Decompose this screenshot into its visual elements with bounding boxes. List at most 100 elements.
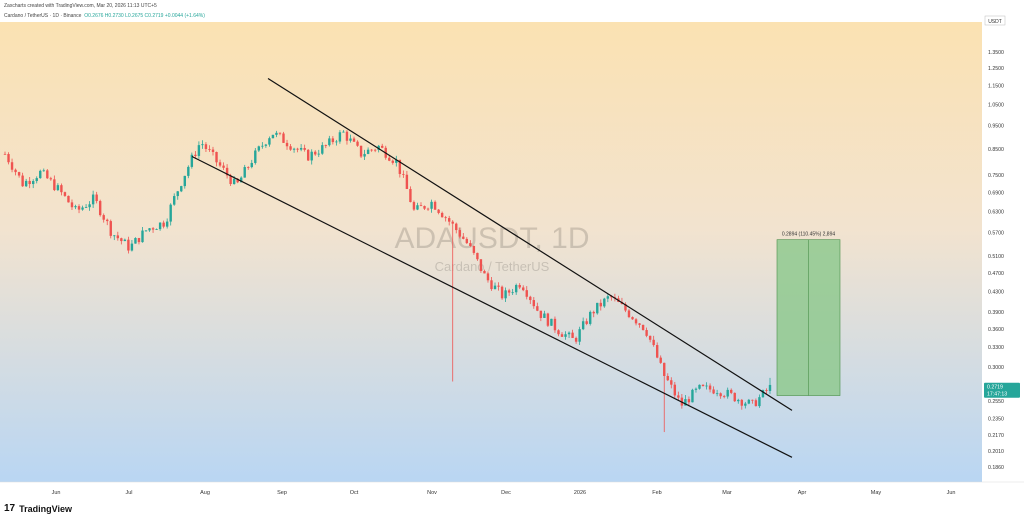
y-tick-label: 0.9500 [988,124,1004,130]
y-tick-label: 0.3600 [988,327,1004,333]
candle-body [91,194,95,205]
candle-body [409,188,412,203]
candle-body [282,133,285,143]
candle-body [328,138,331,146]
candle-body [232,178,236,185]
candle-body [201,144,204,146]
candle-body [144,230,148,232]
candle-body [469,243,472,246]
candle-body [546,313,550,326]
candle-body [652,339,655,346]
candle-body [451,221,454,224]
candle-body [391,160,394,163]
x-tick-label: Jul [125,490,132,496]
candle-body [303,147,306,150]
candle-body [462,236,465,239]
candle-body [285,142,289,147]
candle-body [715,393,719,395]
candle-body [733,392,736,402]
candle-body [243,167,246,178]
candle-body [437,209,440,213]
candle-body [197,145,201,156]
candle-body [338,132,342,142]
candle-body [173,196,176,205]
candle-body [254,150,257,163]
candle-body [134,238,137,244]
candle-body [740,399,743,406]
watermark-subtitle: Cardano / TetherUS [435,259,550,274]
candle-body [77,206,81,210]
candle-body [585,321,588,324]
candle-body [476,252,479,260]
y-tick-label: 1.1500 [988,84,1004,90]
candle-body [187,166,190,176]
candle-body [236,178,239,183]
y-tick-label: 0.3300 [988,345,1004,351]
y-tick-label: 0.4300 [988,290,1004,296]
candle-body [42,170,45,172]
candle-body [120,238,123,242]
candle-body [215,151,218,163]
last-price-value: 0.2719 [987,385,1003,391]
candle-body [17,172,21,176]
x-tick-label: Jun [52,490,61,496]
candle-body [106,219,109,222]
candle-body [342,131,345,133]
candle-body [659,357,662,363]
candle-body [599,302,602,307]
candle-body [447,218,451,222]
candle-body [211,149,215,152]
candle-body [289,146,292,150]
candle-body [730,389,733,393]
candle-body [116,235,120,239]
candle-body [7,154,10,163]
price-chart[interactable]: USDT ADAUSDT, 1D Cardano / TetherUS 1.35… [0,0,1024,500]
candle-body [486,273,490,281]
y-tick-label: 0.3000 [988,365,1004,371]
candle-body [497,285,500,287]
candle-body [356,141,359,146]
axis-background [982,22,1024,482]
candle-body [398,159,402,174]
candle-body [271,134,275,139]
candle-body [641,324,645,331]
x-tick-label: Sep [277,490,287,496]
candle-body [56,185,60,191]
candle-body [539,310,543,318]
candle-body [687,399,691,403]
candle-body [525,290,528,297]
candle-body [137,238,141,243]
candle-body [317,153,320,155]
candle-body [663,362,666,376]
candle-body [712,389,715,394]
last-price-tag [984,382,1020,398]
tradingview-logo-icon: 17 [4,503,16,514]
x-tick-label: Dec [501,490,511,496]
candle-body [698,384,701,389]
candle-body [24,180,28,187]
candle-body [761,390,765,398]
candle-body [543,313,546,318]
candle-body [388,157,391,161]
y-tick-label: 0.2350 [988,416,1004,422]
candle-body [701,384,705,387]
candle-body [370,149,373,151]
candle-body [444,217,447,219]
candle-body [151,228,155,230]
candle-body [70,202,74,208]
candle-body [684,399,687,406]
candle-body [373,149,377,151]
candle-body [504,290,507,299]
candle-body [458,230,461,237]
candle-body [148,228,151,231]
candle-body [670,380,673,385]
x-tick-label: Jun [947,490,956,496]
x-tick-label: 2026 [574,490,586,496]
candle-body [53,179,56,191]
candle-body [631,317,634,320]
candle-body [247,167,250,168]
candle-body [677,395,680,398]
candle-body [84,207,88,208]
candle-body [550,318,553,326]
ohlc-values: O0.2676 H0.2730 L0.2675 C0.2719 +0.0044 … [84,13,205,19]
